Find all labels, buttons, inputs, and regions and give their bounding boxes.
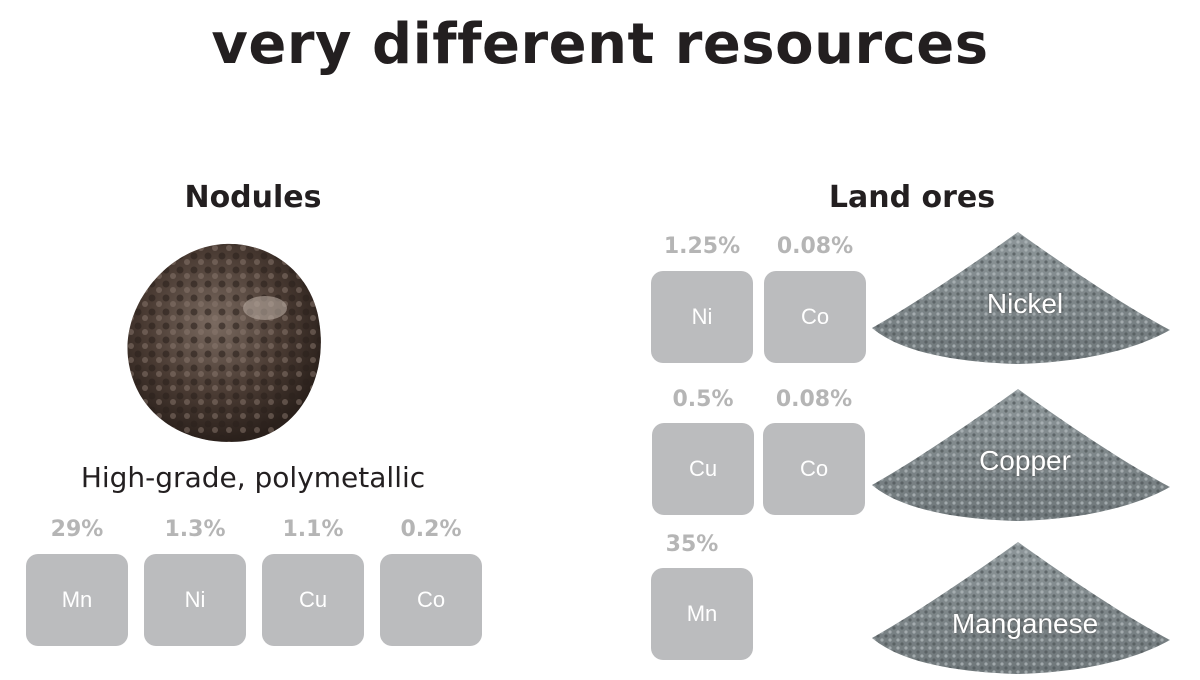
element-percent: 0.08% bbox=[776, 234, 854, 259]
nodules-description: High-grade, polymetallic bbox=[80, 461, 426, 494]
nickel-ore-pile bbox=[872, 232, 1170, 364]
copper-ore-pile bbox=[872, 389, 1170, 521]
ore-label: Manganese bbox=[951, 608, 1099, 639]
element-box: Co bbox=[380, 554, 482, 646]
ore-label: Copper bbox=[979, 445, 1071, 476]
element-percent: 0.2% bbox=[400, 517, 462, 542]
element-box: Cu bbox=[652, 423, 754, 515]
nodules-heading: Nodules bbox=[184, 180, 322, 215]
element-percent: 1.1% bbox=[282, 517, 344, 542]
element-box: Co bbox=[763, 423, 865, 515]
land-ores-heading: Land ores bbox=[828, 180, 996, 215]
slide-title: very different resources bbox=[211, 12, 989, 77]
element-box: Ni bbox=[651, 271, 753, 363]
element-percent: 1.25% bbox=[663, 234, 741, 259]
element-percent: 1.3% bbox=[164, 517, 226, 542]
element-percent: 0.08% bbox=[775, 387, 853, 412]
element-percent: 35% bbox=[665, 532, 719, 557]
element-box: Ni bbox=[144, 554, 246, 646]
element-box: Mn bbox=[651, 568, 753, 660]
manganese-ore-pile bbox=[872, 542, 1170, 674]
nodule-image bbox=[127, 243, 321, 442]
element-percent: 29% bbox=[50, 517, 104, 542]
element-box: Co bbox=[764, 271, 866, 363]
ore-label: Nickel bbox=[986, 288, 1064, 319]
element-box: Cu bbox=[262, 554, 364, 646]
element-box: Mn bbox=[26, 554, 128, 646]
element-percent: 0.5% bbox=[672, 387, 734, 412]
